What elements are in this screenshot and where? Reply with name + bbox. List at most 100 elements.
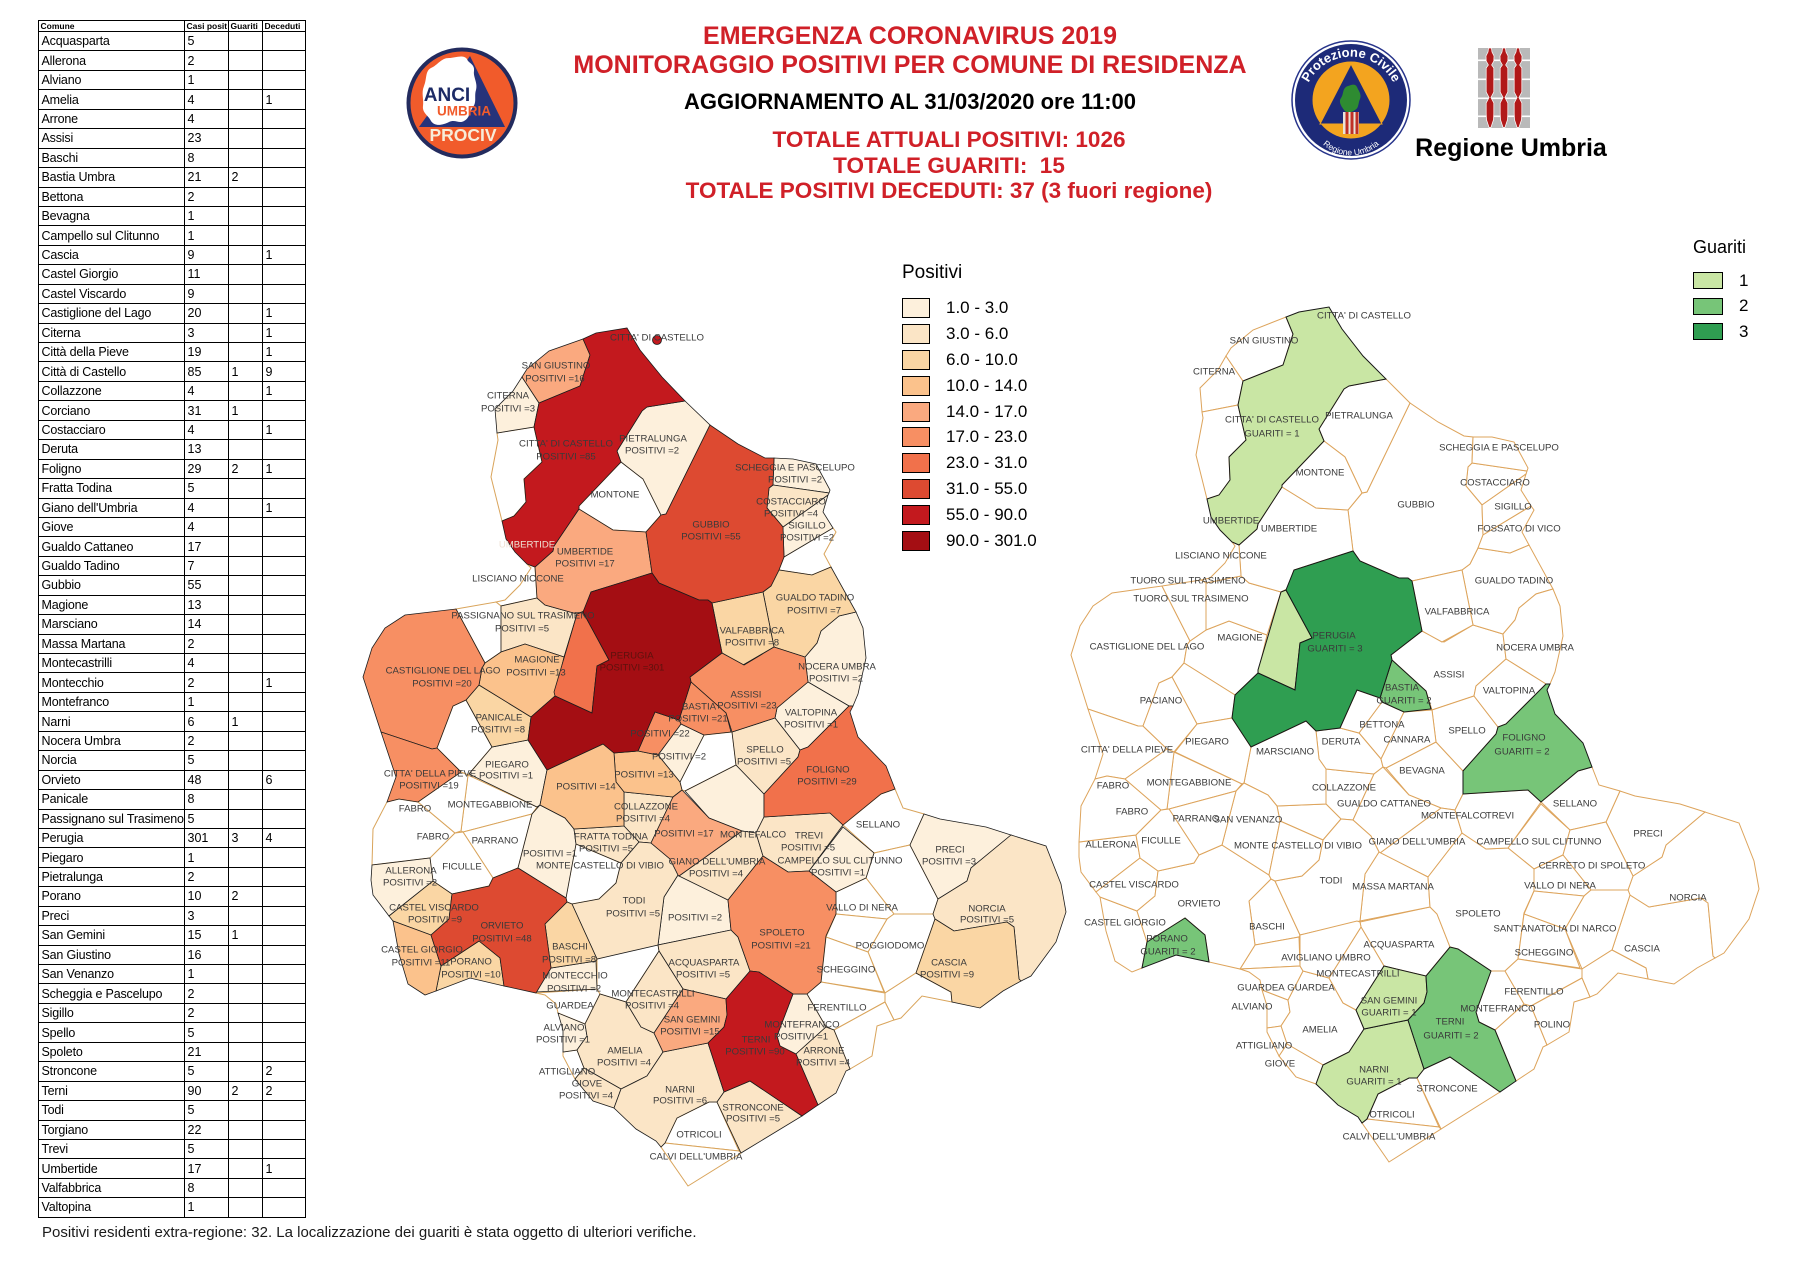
- svg-text:OTRICOLI: OTRICOLI: [676, 1130, 721, 1141]
- svg-text:POSITIVI =14: POSITIVI =14: [556, 782, 616, 793]
- svg-text:POSITIVI =8: POSITIVI =8: [725, 638, 779, 649]
- svg-text:ATTIGLIANO: ATTIGLIANO: [1236, 1041, 1292, 1052]
- svg-text:POSITIVI =55: POSITIVI =55: [681, 532, 740, 543]
- svg-text:POGGIODOMO: POGGIODOMO: [856, 941, 925, 952]
- svg-text:SCHEGGIA E PASCELUPO: SCHEGGIA E PASCELUPO: [1439, 443, 1559, 454]
- svg-text:CALVI DELL'UMBRIA: CALVI DELL'UMBRIA: [1343, 1132, 1436, 1143]
- svg-text:UMBERTIDE: UMBERTIDE: [1203, 516, 1259, 527]
- svg-text:GUARITI = 2: GUARITI = 2: [1140, 947, 1195, 958]
- svg-text:PARRANO: PARRANO: [472, 836, 519, 847]
- svg-text:POSITIVI =48: POSITIVI =48: [472, 934, 531, 945]
- svg-text:BASTIA: BASTIA: [1385, 683, 1420, 694]
- svg-text:POSITIVI =4: POSITIVI =4: [625, 1001, 680, 1012]
- svg-text:GUARDEA: GUARDEA: [1237, 983, 1285, 994]
- svg-text:POSITIVI =1: POSITIVI =1: [784, 720, 838, 731]
- svg-text:GUARITI = 1: GUARITI = 1: [1244, 429, 1299, 440]
- svg-text:POSITIVI =17: POSITIVI =17: [654, 829, 713, 840]
- svg-text:PACIANO: PACIANO: [1140, 696, 1182, 707]
- svg-text:FICULLE: FICULLE: [1141, 836, 1180, 847]
- svg-text:POSITIVI =16: POSITIVI =16: [525, 374, 584, 385]
- svg-text:PARRANO: PARRANO: [1173, 814, 1220, 825]
- svg-text:GIOVE: GIOVE: [1265, 1059, 1295, 1070]
- svg-text:ALVIANO: ALVIANO: [544, 1023, 585, 1034]
- svg-text:CITTA' DI CASTELLO: CITTA' DI CASTELLO: [1317, 311, 1411, 322]
- svg-text:POSITIVI =2: POSITIVI =2: [768, 475, 822, 486]
- svg-text:UMBRIA: UMBRIA: [437, 104, 491, 119]
- svg-text:ALLERONA: ALLERONA: [385, 866, 437, 877]
- svg-text:POSITIVI =15: POSITIVI =15: [660, 1027, 719, 1038]
- svg-text:FABRO: FABRO: [1116, 807, 1149, 818]
- svg-text:POSITIVI =4: POSITIVI =4: [597, 1058, 652, 1069]
- svg-text:NARNI: NARNI: [1359, 1065, 1389, 1076]
- svg-text:MAGIONE: MAGIONE: [514, 655, 559, 666]
- svg-text:CANNARA: CANNARA: [1384, 735, 1432, 746]
- svg-text:POSITIVI =6: POSITIVI =6: [653, 1096, 707, 1107]
- svg-text:CASTIGLIONE DEL LAGO: CASTIGLIONE DEL LAGO: [386, 666, 501, 677]
- svg-text:GUARITI = 2: GUARITI = 2: [1423, 1031, 1478, 1042]
- svg-text:PIEGARO: PIEGARO: [485, 760, 529, 771]
- svg-text:GUARDEA: GUARDEA: [546, 1001, 594, 1012]
- svg-text:POSITIVI =5: POSITIVI =5: [606, 909, 660, 920]
- svg-text:PERUGIA: PERUGIA: [1312, 631, 1356, 642]
- svg-text:NORCIA: NORCIA: [1669, 893, 1707, 904]
- svg-text:TREVI: TREVI: [795, 831, 823, 842]
- svg-text:ATTIGLIANO: ATTIGLIANO: [539, 1067, 595, 1078]
- svg-text:MONTEFALCO: MONTEFALCO: [720, 830, 786, 841]
- svg-text:POSITIVI =10: POSITIVI =10: [441, 970, 500, 981]
- svg-text:AMELIA: AMELIA: [607, 1046, 643, 1057]
- svg-text:POSITIVI =8: POSITIVI =8: [542, 955, 596, 966]
- svg-text:ASSISI: ASSISI: [1434, 670, 1465, 681]
- svg-text:STRONCONE: STRONCONE: [1416, 1084, 1477, 1095]
- svg-text:POSITIVI =20: POSITIVI =20: [412, 679, 471, 690]
- svg-text:PERUGIA: PERUGIA: [610, 651, 654, 662]
- svg-text:MONTECASTRILLI: MONTECASTRILLI: [1316, 969, 1399, 980]
- svg-text:POSITIVI =19: POSITIVI =19: [399, 781, 458, 792]
- svg-text:FOLIGNO: FOLIGNO: [806, 765, 849, 776]
- svg-text:POSITIVI =9: POSITIVI =9: [920, 970, 974, 981]
- svg-text:TUORO SUL TRASIMENO: TUORO SUL TRASIMENO: [1130, 576, 1245, 587]
- svg-text:CERRETO DI SPOLETO: CERRETO DI SPOLETO: [1539, 861, 1646, 872]
- svg-text:POSITIVI =5: POSITIVI =5: [737, 757, 791, 768]
- svg-text:UMBERTIDE: UMBERTIDE: [557, 547, 613, 558]
- svg-text:CALVI DELL'UMBRIA: CALVI DELL'UMBRIA: [650, 1152, 743, 1163]
- svg-text:COSTACCIARO: COSTACCIARO: [756, 497, 826, 508]
- svg-text:FABRO: FABRO: [417, 832, 450, 843]
- svg-text:CAMPELLO SUL CLITUNNO: CAMPELLO SUL CLITUNNO: [778, 856, 903, 867]
- svg-text:POSITIVI =4: POSITIVI =4: [689, 869, 744, 880]
- svg-text:COLLAZZONE: COLLAZZONE: [1312, 783, 1376, 794]
- svg-text:PIEGARO: PIEGARO: [1185, 737, 1229, 748]
- svg-text:SPELLO: SPELLO: [1448, 726, 1485, 737]
- svg-text:CASCIA: CASCIA: [1624, 944, 1660, 955]
- svg-text:POSITIVI =90: POSITIVI =90: [725, 1047, 784, 1058]
- svg-text:MONTONE: MONTONE: [1296, 468, 1345, 479]
- svg-text:SAN GEMINI: SAN GEMINI: [664, 1015, 721, 1026]
- svg-text:VALFABBRICA: VALFABBRICA: [1425, 607, 1490, 618]
- svg-text:MONTONE: MONTONE: [591, 490, 640, 501]
- svg-text:SPELLO: SPELLO: [746, 745, 783, 756]
- svg-text:COSTACCIARO: COSTACCIARO: [1460, 478, 1530, 489]
- svg-text:POSITIVI =29: POSITIVI =29: [797, 777, 856, 788]
- svg-text:MONTECASTRILLI: MONTECASTRILLI: [611, 989, 694, 1000]
- svg-text:SANT'ANATOLIA DI NARCO: SANT'ANATOLIA DI NARCO: [1493, 924, 1616, 935]
- svg-text:CASTEL GIORGIO: CASTEL GIORGIO: [381, 945, 463, 956]
- svg-text:POSITIVI =1: POSITIVI =1: [774, 1032, 828, 1043]
- svg-text:PORANO: PORANO: [1146, 934, 1188, 945]
- svg-text:FOLIGNO: FOLIGNO: [1502, 733, 1545, 744]
- svg-text:POSITIVI =5: POSITIVI =5: [579, 844, 633, 855]
- svg-text:POSITIVI =9: POSITIVI =9: [408, 915, 462, 926]
- svg-text:DERUTA: DERUTA: [1322, 737, 1361, 748]
- svg-text:VALLO DI NERA: VALLO DI NERA: [826, 903, 898, 914]
- svg-text:GUARITI = 3: GUARITI = 3: [1307, 644, 1362, 655]
- svg-text:FERENTILLO: FERENTILLO: [807, 1003, 866, 1014]
- svg-text:CASCIA: CASCIA: [931, 958, 967, 969]
- svg-text:CITERNA: CITERNA: [487, 391, 530, 402]
- svg-text:POSITIVI =11: POSITIVI =11: [392, 958, 451, 969]
- svg-text:MONTECCHIO: MONTECCHIO: [542, 971, 608, 982]
- svg-text:VALTOPINA: VALTOPINA: [785, 708, 838, 719]
- svg-text:NORCIA: NORCIA: [968, 904, 1006, 915]
- svg-text:GUARITI = 2: GUARITI = 2: [1376, 696, 1431, 707]
- svg-text:POSITIVI =5: POSITIVI =5: [726, 1114, 780, 1125]
- svg-text:POSITIVI =21: POSITIVI =21: [668, 714, 727, 725]
- svg-text:GIANO DELL'UMBRIA: GIANO DELL'UMBRIA: [1369, 837, 1466, 848]
- svg-text:POSITIVI =2: POSITIVI =2: [809, 674, 863, 685]
